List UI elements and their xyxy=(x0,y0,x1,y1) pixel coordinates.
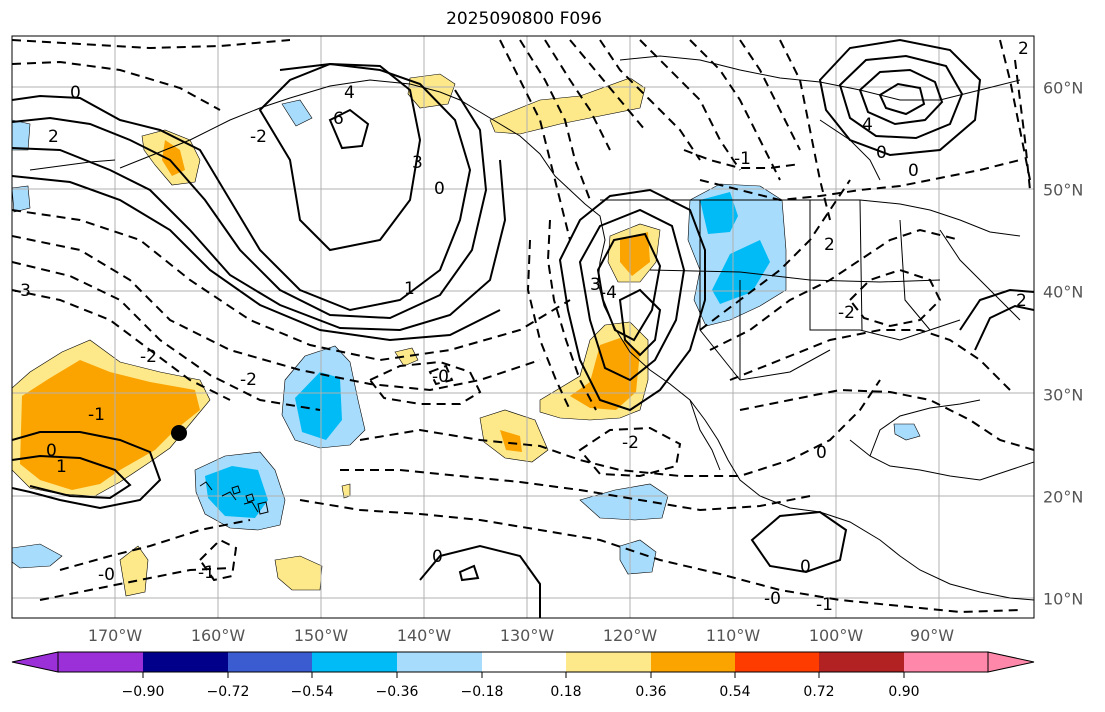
contour-label: 0 xyxy=(908,161,919,181)
contour-label: -0 xyxy=(764,589,781,609)
contour-label: -2 xyxy=(140,347,157,367)
colorbar-tick-label: −0.36 xyxy=(375,684,419,700)
contour-label: 0 xyxy=(816,443,827,463)
map-title: 2025090800 F096 xyxy=(446,9,602,29)
colorbar-tick-label: 0.72 xyxy=(803,684,835,700)
contour-label: 1 xyxy=(56,457,67,477)
colorbar-swatch xyxy=(735,652,819,672)
solid-contours xyxy=(12,38,1034,618)
colorbar-swatch xyxy=(651,652,735,672)
contour-label: -1 xyxy=(198,563,215,583)
contour-label: -3 xyxy=(14,281,31,301)
contour-label: -2 xyxy=(240,370,257,390)
colorbar-extend-low xyxy=(11,651,59,673)
lon-label: 130°W xyxy=(499,626,555,645)
contour-label: 2 xyxy=(1016,291,1027,311)
colorbar-swatch xyxy=(228,652,312,672)
colorbar-tick-label: −0.54 xyxy=(290,684,334,700)
colorbar-extend-high xyxy=(987,651,1035,673)
contour-label: 4 xyxy=(344,83,355,103)
lon-label: 100°W xyxy=(808,626,864,645)
colorbar-swatch xyxy=(397,652,482,672)
contour-label: 0 xyxy=(800,557,811,577)
lon-label: 170°W xyxy=(87,626,143,645)
colorbar-swatch xyxy=(312,652,397,672)
contour-label: -1 xyxy=(816,595,833,615)
colorbar-tick-label: −0.90 xyxy=(121,684,165,700)
contour-label: -1 xyxy=(734,149,751,169)
contour-label: 2 xyxy=(824,235,835,255)
hawaiian-islands xyxy=(231,485,269,515)
contour-label: 2 xyxy=(1018,39,1029,59)
contour-label-layer: 0 2 -2 3 6 4 -3 -1 1 0 0 -4 3 4 0 -1 2 -… xyxy=(14,39,1029,615)
contour-label: 1 xyxy=(404,279,415,299)
colorbar-swatch xyxy=(58,652,143,672)
contour-label: -4 xyxy=(600,283,617,303)
contour-label: 0 xyxy=(434,179,445,199)
contour-label: -2 xyxy=(838,303,855,323)
contour-label: 0 xyxy=(70,83,81,103)
contour-label: 2 xyxy=(48,127,59,147)
colorbar-swatch xyxy=(819,652,904,672)
lat-label: 50°N xyxy=(1043,180,1084,200)
lon-label: 150°W xyxy=(293,626,349,645)
colorbar-swatch xyxy=(143,652,228,672)
lon-label: 90°W xyxy=(909,626,955,645)
dashed-contours xyxy=(12,39,1034,614)
positive-gulf-alaska xyxy=(407,73,456,109)
positive-canada-band xyxy=(489,77,646,135)
colorbar-tick-label: −0.18 xyxy=(460,684,504,700)
contour-label: 0 xyxy=(432,547,443,567)
colorbar-tick-label: 0.18 xyxy=(550,684,582,700)
colorbar-tick-label: −0.72 xyxy=(206,684,250,700)
lon-label: 120°W xyxy=(602,626,658,645)
location-marker xyxy=(171,425,187,441)
contour-label: -0 xyxy=(98,565,115,585)
contour-label: 3 xyxy=(590,275,601,295)
contour-label: 6 xyxy=(333,109,344,129)
colorbar-swatch xyxy=(904,652,988,672)
colorbar-swatch xyxy=(482,652,566,672)
colorbar-tick-label: 0.90 xyxy=(888,684,920,700)
lat-label: 60°N xyxy=(1043,78,1084,98)
map-frame xyxy=(11,35,1035,619)
contour-label: -0 xyxy=(432,367,449,387)
contour-label: 4 xyxy=(862,115,873,135)
contour-label: 0 xyxy=(46,441,57,461)
lon-label: 110°W xyxy=(705,626,761,645)
lat-label: 20°N xyxy=(1043,487,1084,507)
lat-label: 40°N xyxy=(1043,282,1084,302)
contour-label: -1 xyxy=(88,405,105,425)
contour-label: 3 xyxy=(412,153,423,173)
lat-label: 10°N xyxy=(1043,589,1084,609)
colorbar-swatch xyxy=(566,652,651,672)
colorbar-tick-label: 0.54 xyxy=(719,684,751,700)
colorbar-tick-label: 0.36 xyxy=(635,684,667,700)
lon-label: 160°W xyxy=(190,626,246,645)
negative-mexico-coast xyxy=(579,483,669,521)
colorbar xyxy=(11,651,1035,678)
lat-label: 30°N xyxy=(1043,385,1084,405)
contour-label: -2 xyxy=(622,433,639,453)
lon-label: 140°W xyxy=(396,626,452,645)
contour-label: 0 xyxy=(876,143,887,163)
contour-label: -2 xyxy=(250,127,267,147)
